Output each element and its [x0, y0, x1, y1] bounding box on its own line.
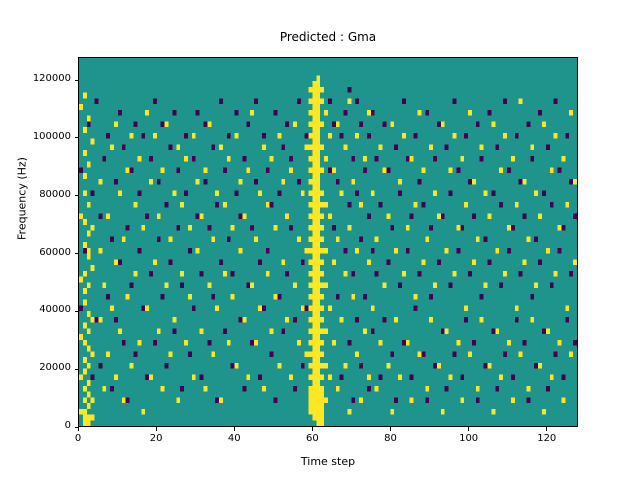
x-tick-label: 40 — [227, 433, 241, 444]
x-tick-mark — [233, 427, 235, 431]
y-tick-label: 0 — [64, 420, 71, 431]
x-tick-label: 100 — [459, 433, 479, 444]
y-tick-mark — [74, 137, 78, 139]
spectrogram-plot-area — [78, 57, 578, 427]
x-tick-mark — [155, 427, 157, 431]
x-tick-mark — [77, 427, 79, 431]
x-tick-mark — [546, 427, 548, 431]
y-tick-label: 20000 — [39, 362, 71, 374]
x-tick-label: 120 — [537, 433, 557, 444]
y-tick-mark — [74, 310, 78, 312]
x-tick-mark — [311, 427, 313, 431]
y-tick-label: 80000 — [39, 188, 71, 200]
y-tick-label: 120000 — [32, 73, 71, 85]
y-tick-mark — [74, 368, 78, 370]
x-tick-label: 20 — [149, 433, 163, 444]
x-tick-mark — [390, 427, 391, 431]
y-tick-label: 60000 — [39, 246, 71, 258]
spectrogram-heatmap — [79, 58, 577, 426]
y-tick-mark — [74, 253, 78, 255]
x-tick-label: 80 — [384, 433, 397, 444]
x-tick-mark — [468, 427, 470, 431]
x-axis-label: Time step — [300, 455, 356, 468]
y-tick-label: 40000 — [39, 304, 71, 316]
x-tick-label: 60 — [306, 433, 319, 444]
y-tick-label: 100000 — [32, 130, 71, 142]
x-tick-label: 0 — [74, 433, 82, 444]
y-axis-label: Frequency (Hz) — [15, 157, 29, 240]
y-tick-mark — [74, 195, 78, 197]
y-tick-mark — [74, 426, 78, 428]
y-tick-mark — [74, 79, 78, 81]
chart-title: Predicted : Gma — [279, 30, 377, 44]
